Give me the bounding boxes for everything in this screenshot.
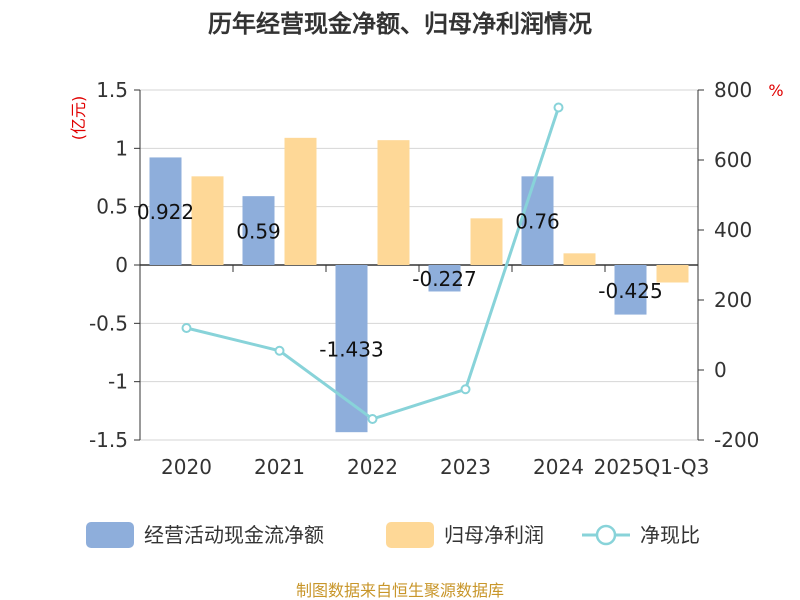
legend-item-profit[interactable]: 归母净利润 bbox=[386, 522, 544, 548]
left-axis-tick-label: 0.5 bbox=[96, 195, 128, 219]
x-axis-label: 2025Q1-Q3 bbox=[594, 455, 710, 479]
x-axis-label: 2020 bbox=[161, 455, 212, 479]
bar-profit bbox=[470, 218, 503, 265]
right-axis-tick-label: 200 bbox=[714, 288, 752, 312]
data-labels: 0.922 0.59 -1.433 -0.227 0.76 -0.425 bbox=[137, 200, 663, 361]
right-axis-tick-label: 600 bbox=[714, 148, 752, 172]
x-axis-label: 2023 bbox=[440, 455, 491, 479]
right-axis-unit: % bbox=[768, 81, 783, 100]
bar-profit bbox=[377, 140, 410, 265]
bar-cashflow bbox=[149, 157, 182, 265]
source-note: 制图数据来自恒生聚源数据库 bbox=[296, 581, 504, 600]
bar-cashflow bbox=[521, 176, 554, 265]
bar-profit bbox=[656, 265, 689, 283]
bar-profit bbox=[191, 176, 224, 265]
legend-label-ratio: 净现比 bbox=[640, 523, 700, 547]
legend-swatch-cashflow bbox=[86, 522, 134, 548]
ratio-point bbox=[460, 384, 471, 395]
data-label-cashflow: -0.227 bbox=[412, 267, 476, 291]
legend-item-cashflow[interactable]: 经营活动现金流净额 bbox=[86, 522, 324, 548]
ratio-line bbox=[181, 102, 564, 424]
bar-cashflow bbox=[242, 196, 275, 265]
left-axis-tick-label: -1 bbox=[108, 370, 128, 394]
legend: 经营活动现金流净额 归母净利润 净现比 bbox=[86, 522, 700, 548]
bar-cashflow bbox=[614, 265, 647, 315]
right-axis-tick-label: 0 bbox=[714, 358, 727, 382]
right-axis-tick-label: -200 bbox=[714, 428, 759, 452]
chart-title: 历年经营现金净额、归母净利润情况 bbox=[208, 10, 592, 38]
ratio-point bbox=[181, 323, 192, 333]
bar-profit bbox=[284, 137, 317, 265]
ratio-point bbox=[553, 102, 564, 113]
ratio-line-path bbox=[186, 107, 560, 421]
data-label-cashflow: -1.433 bbox=[319, 338, 383, 362]
bar-cashflow bbox=[428, 265, 461, 292]
bar-profit bbox=[563, 253, 596, 265]
left-axis-tick-label: -1.5 bbox=[89, 428, 128, 452]
left-axis-unit: (亿元) bbox=[69, 96, 88, 141]
x-axis-label: 2021 bbox=[254, 455, 305, 479]
ratio-point bbox=[274, 345, 285, 356]
right-axis-tick-label: 400 bbox=[714, 218, 752, 242]
axes: 1.5 1 0.5 0 -0.5 -1 -1.5 800 600 400 200 0 -200 2020 2… bbox=[89, 78, 759, 479]
data-label-cashflow: 0.76 bbox=[515, 210, 560, 234]
data-label-cashflow: 0.59 bbox=[236, 220, 281, 244]
legend-marker-ratio bbox=[595, 524, 617, 546]
left-axis-tick-label: 1.5 bbox=[96, 78, 128, 102]
x-axis-label: 2022 bbox=[347, 455, 398, 479]
legend-label-profit: 归母净利润 bbox=[444, 523, 544, 547]
legend-item-ratio[interactable]: 净现比 bbox=[582, 523, 700, 547]
legend-swatch-profit bbox=[386, 522, 434, 548]
x-axis-label: 2024 bbox=[533, 455, 584, 479]
left-axis-tick-label: 0 bbox=[115, 253, 128, 277]
left-axis-tick-label: -0.5 bbox=[89, 311, 128, 335]
left-axis-tick-label: 1 bbox=[115, 136, 128, 160]
ratio-point bbox=[367, 414, 378, 424]
data-label-cashflow: 0.922 bbox=[137, 200, 194, 224]
data-label-cashflow: -0.425 bbox=[598, 279, 662, 303]
right-axis-tick-label: 800 bbox=[714, 78, 752, 102]
legend-label-cashflow: 经营活动现金流净额 bbox=[144, 523, 324, 547]
